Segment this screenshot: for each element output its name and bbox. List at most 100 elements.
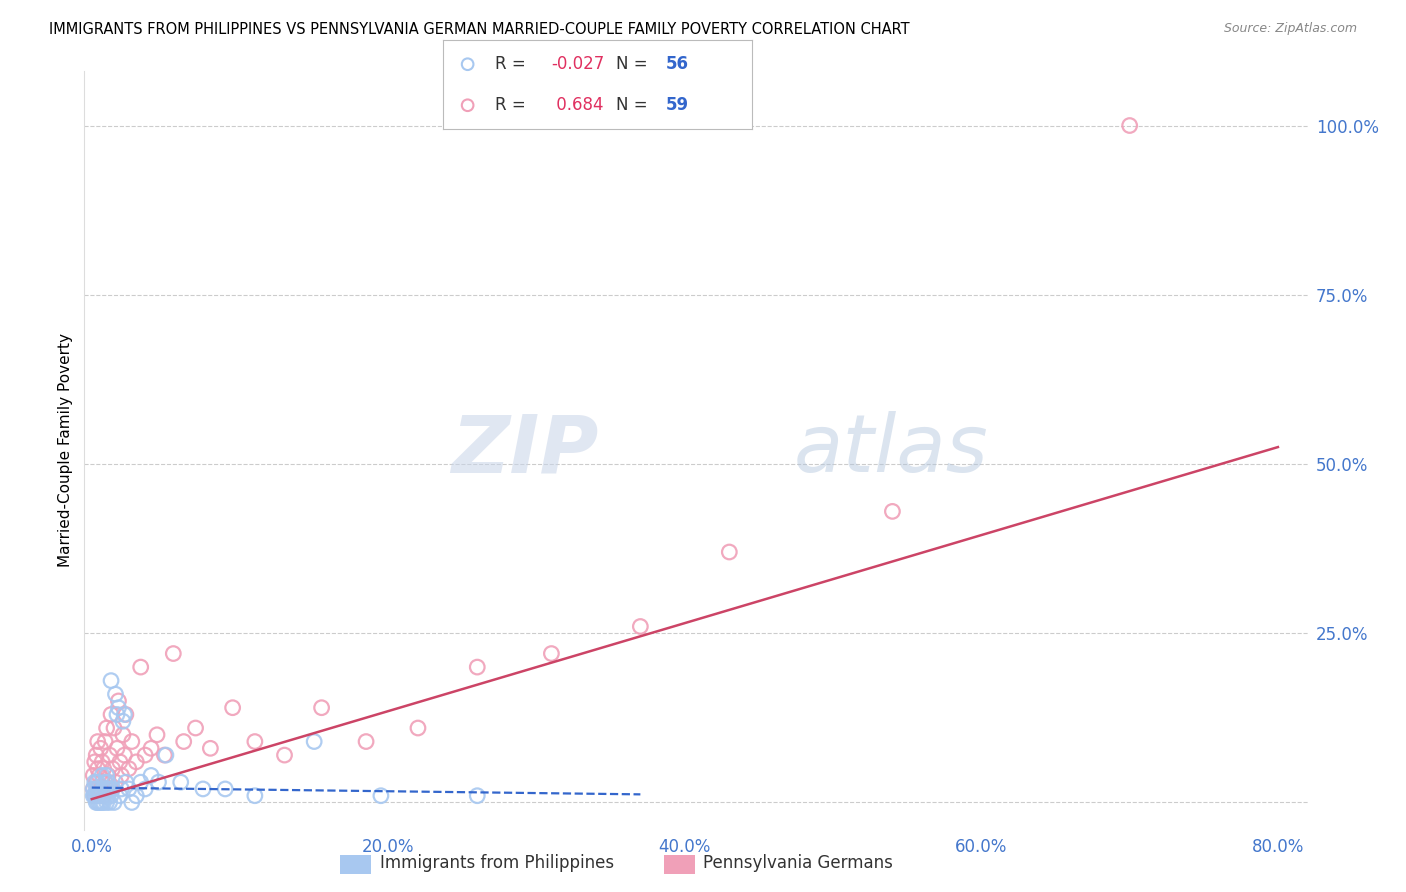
- Point: [90, 741, 112, 756]
- Point: [718, 545, 741, 559]
- Point: [98, 781, 121, 796]
- Point: [110, 781, 132, 796]
- Point: [96, 768, 118, 782]
- Point: [96, 796, 118, 810]
- Point: [1118, 119, 1140, 133]
- Point: [221, 700, 243, 714]
- Point: [91, 755, 114, 769]
- Point: [134, 781, 156, 796]
- Point: [84, 781, 107, 796]
- Point: [302, 734, 325, 748]
- Point: [82, 768, 104, 782]
- Point: [134, 748, 156, 763]
- Y-axis label: Married-Couple Family Poverty: Married-Couple Family Poverty: [58, 334, 73, 567]
- Point: [82, 789, 104, 803]
- Point: [121, 734, 143, 748]
- Point: [111, 714, 134, 729]
- Point: [98, 796, 121, 810]
- Point: [103, 796, 125, 810]
- Point: [89, 768, 111, 782]
- Point: [93, 762, 115, 776]
- Point: [146, 728, 169, 742]
- Point: [96, 781, 118, 796]
- Point: [125, 755, 148, 769]
- Point: [84, 775, 107, 789]
- Point: [83, 775, 105, 789]
- Text: N =: N =: [616, 55, 648, 73]
- Point: [465, 789, 488, 803]
- Text: atlas: atlas: [794, 411, 988, 490]
- Point: [97, 768, 120, 782]
- Point: [115, 707, 138, 722]
- Text: IMMIGRANTS FROM PHILIPPINES VS PENNSYLVANIA GERMAN MARRIED-COUPLE FAMILY POVERTY: IMMIGRANTS FROM PHILIPPINES VS PENNSYLVA…: [49, 22, 910, 37]
- Point: [155, 748, 177, 763]
- Text: R =: R =: [495, 96, 526, 114]
- Point: [84, 796, 107, 810]
- Point: [97, 789, 120, 803]
- Text: ZIP: ZIP: [451, 411, 598, 490]
- Point: [91, 796, 114, 810]
- Point: [139, 741, 162, 756]
- Point: [83, 789, 105, 803]
- Point: [243, 789, 266, 803]
- Text: 56: 56: [665, 55, 689, 73]
- Point: [83, 755, 105, 769]
- Point: [89, 781, 111, 796]
- Point: [91, 775, 114, 789]
- Point: [105, 741, 128, 756]
- Point: [100, 673, 122, 688]
- Point: [103, 721, 125, 735]
- Point: [83, 789, 105, 803]
- Point: [100, 707, 122, 722]
- Point: [115, 775, 138, 789]
- Point: [105, 707, 128, 722]
- Point: [121, 796, 143, 810]
- Point: [86, 734, 108, 748]
- Point: [94, 734, 117, 748]
- Point: [82, 781, 104, 796]
- Point: [191, 781, 214, 796]
- Point: [457, 98, 479, 112]
- Point: [370, 789, 392, 803]
- Point: [111, 728, 134, 742]
- Text: Source: ZipAtlas.com: Source: ZipAtlas.com: [1223, 22, 1357, 36]
- Point: [86, 789, 108, 803]
- Point: [93, 789, 115, 803]
- Point: [354, 734, 377, 748]
- Text: Pennsylvania Germans: Pennsylvania Germans: [703, 855, 893, 872]
- Point: [243, 734, 266, 748]
- Point: [112, 707, 135, 722]
- Point: [98, 748, 121, 763]
- Point: [101, 762, 124, 776]
- Point: [153, 748, 176, 763]
- Point: [97, 775, 120, 789]
- Text: N =: N =: [616, 96, 648, 114]
- Point: [96, 781, 118, 796]
- Text: R =: R =: [495, 55, 526, 73]
- Point: [86, 762, 108, 776]
- Point: [108, 755, 131, 769]
- Text: 59: 59: [665, 96, 689, 114]
- Point: [148, 775, 170, 789]
- Point: [139, 768, 162, 782]
- Point: [457, 57, 479, 71]
- Point: [89, 789, 111, 803]
- Text: 0.684: 0.684: [551, 96, 603, 114]
- Point: [125, 789, 148, 803]
- Point: [311, 700, 333, 714]
- Point: [82, 781, 104, 796]
- Point: [406, 721, 429, 735]
- Text: -0.027: -0.027: [551, 55, 605, 73]
- Point: [214, 781, 236, 796]
- Point: [104, 687, 127, 701]
- Point: [110, 768, 132, 782]
- Point: [129, 775, 152, 789]
- Point: [129, 660, 152, 674]
- Point: [540, 647, 562, 661]
- Point: [112, 748, 135, 763]
- Point: [91, 781, 114, 796]
- Point: [91, 768, 114, 782]
- Point: [90, 781, 112, 796]
- Point: [200, 741, 222, 756]
- Point: [84, 789, 107, 803]
